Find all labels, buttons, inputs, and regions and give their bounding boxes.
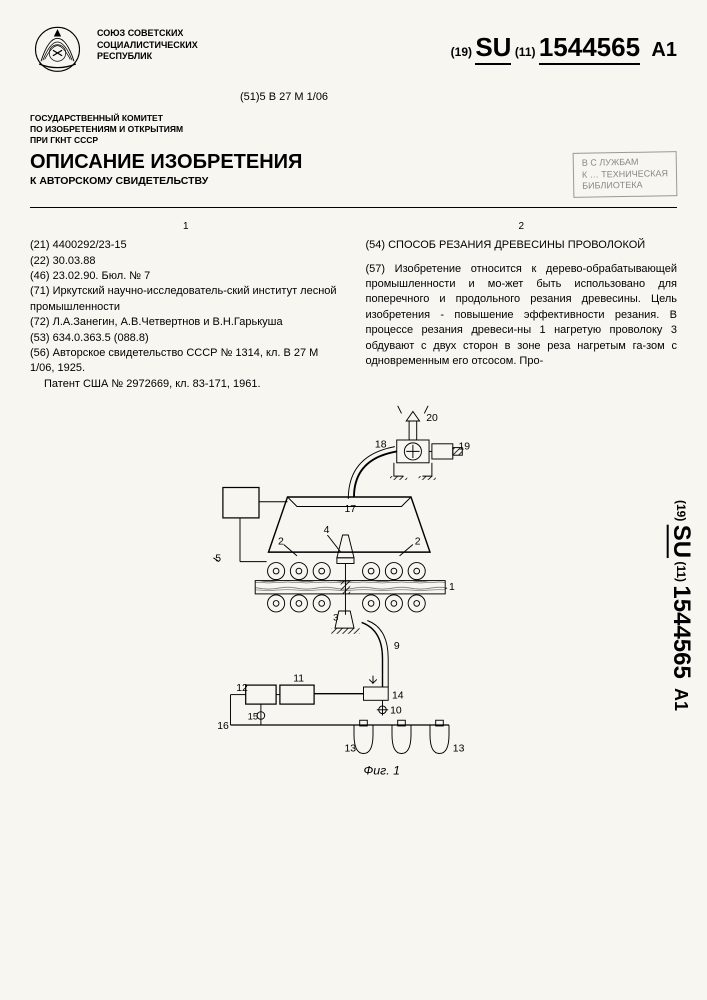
- svg-text:11: 11: [293, 673, 304, 684]
- abstract-text: (57) Изобретение относится к дерево-обра…: [366, 262, 678, 370]
- svg-text:19: 19: [458, 442, 470, 453]
- svg-text:9: 9: [393, 641, 399, 652]
- code-19: (19): [451, 45, 472, 59]
- code-number: 1544565: [539, 32, 640, 65]
- svg-text:13: 13: [344, 744, 356, 755]
- biblio-field: (22) 30.03.88: [30, 254, 342, 269]
- biblio-field: (53) 634.0.363.5 (088.8): [30, 331, 342, 346]
- column-right: 2 (54) СПОСОБ РЕЗАНИЯ ДРЕВЕСИНЫ ПРОВОЛОК…: [366, 220, 678, 392]
- side-number: 1544565: [668, 585, 695, 678]
- document-title: ОПИСАНИЕ ИЗОБРЕТЕНИЯ: [30, 152, 302, 172]
- ipc-classification: (51)5 В 27 М 1/06: [30, 91, 677, 103]
- biblio-citation: (56) Авторское свидетельство СССР № 1314…: [30, 346, 342, 377]
- code-country: SU: [475, 32, 511, 65]
- svg-text:12: 12: [236, 683, 248, 694]
- svg-text:1: 1: [449, 582, 455, 593]
- figure-1: 20 18 19 17 5: [30, 402, 677, 787]
- biblio-field: (46) 23.02.90. Бюл. № 7: [30, 269, 342, 284]
- side-country: SU: [668, 525, 695, 558]
- side-code: (11): [674, 561, 688, 582]
- biblio-applicant: (71) Иркутский научно-исследователь-ский…: [30, 284, 342, 315]
- schematic-diagram: 20 18 19 17 5: [164, 402, 544, 782]
- code-11: (11): [515, 45, 536, 59]
- code-kind: A1: [651, 39, 677, 61]
- state-emblem: [30, 20, 85, 75]
- side-patent-number: (19) SU (11) 1544565 A1: [667, 500, 695, 711]
- biblio-field: (21) 4400292/23-15: [30, 238, 342, 253]
- column-left: 1 (21) 4400292/23-15 (22) 30.03.88 (46) …: [30, 220, 342, 392]
- stamp-line: К … ТЕХНИЧЕСКАЯ: [582, 168, 668, 181]
- patent-number: (19) SU (11) 1544565 A1: [451, 20, 677, 63]
- stamp-line: БИБЛИОТЕКА: [582, 180, 668, 193]
- side-code: (19): [674, 500, 688, 521]
- column-number: 1: [30, 220, 342, 234]
- svg-text:20: 20: [426, 413, 438, 424]
- svg-text:2: 2: [414, 537, 420, 548]
- document-subtitle: К АВТОРСКОМУ СВИДЕТЕЛЬСТВУ: [30, 175, 302, 187]
- library-stamp: В С ЛУЖБАМ К … ТЕХНИЧЕСКАЯ БИБЛИОТЕКА: [573, 151, 678, 198]
- svg-text:17: 17: [344, 504, 356, 515]
- side-kind: A1: [671, 688, 691, 711]
- divider: [30, 207, 677, 208]
- svg-text:14: 14: [392, 691, 404, 702]
- column-number: 2: [366, 220, 678, 234]
- invention-title: (54) СПОСОБ РЕЗАНИЯ ДРЕВЕСИНЫ ПРОВОЛОКОЙ: [366, 238, 678, 253]
- biblio-citation: Патент США № 2972669, кл. 83-171, 1961.: [44, 377, 342, 392]
- committee-name: ГОСУДАРСТВЕННЫЙ КОМИТЕТ ПО ИЗОБРЕТЕНИЯМ …: [30, 113, 677, 146]
- svg-text:10: 10: [390, 706, 402, 717]
- biblio-inventors: (72) Л.А.Занегин, А.В.Четвертнов и В.Н.Г…: [30, 315, 342, 330]
- svg-text:15: 15: [247, 711, 258, 722]
- figure-label: Фиг. 1: [363, 764, 400, 778]
- svg-text:13: 13: [452, 744, 464, 755]
- svg-text:2: 2: [278, 537, 284, 548]
- svg-text:4: 4: [323, 525, 329, 536]
- svg-text:16: 16: [217, 721, 229, 732]
- authority-name: СОЮЗ СОВЕТСКИХ СОЦИАЛИСТИЧЕСКИХ РЕСПУБЛИ…: [97, 28, 198, 63]
